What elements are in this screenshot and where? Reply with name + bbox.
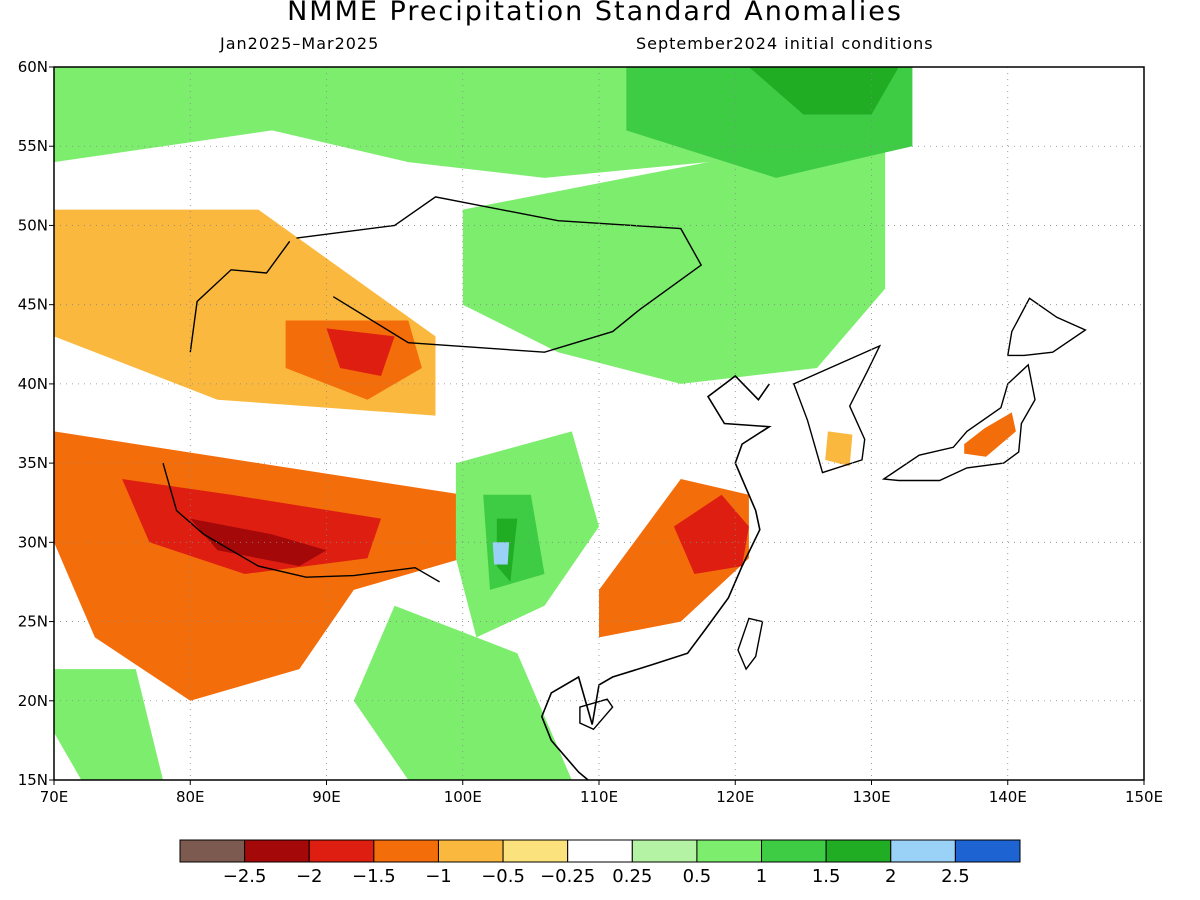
lat-tick-label: 20N <box>18 692 48 710</box>
japan-honshu <box>881 363 1036 482</box>
lon-tick-label: 130E <box>852 788 890 806</box>
lon-tick-label: 110E <box>580 788 618 806</box>
forecast-period: Jan2025–Mar2025 <box>220 34 380 53</box>
colorbar-swatch <box>308 839 375 863</box>
colorbar-label: −2 <box>296 866 323 887</box>
colorbar-label: 1.5 <box>812 866 841 887</box>
lat-tick-label: 40N <box>18 375 48 393</box>
map-title: NMME Precipitation Standard Anomalies <box>287 0 903 27</box>
colorbar-swatch <box>696 839 763 863</box>
colorbar-label: 2.5 <box>941 866 970 887</box>
region-indochina-wet <box>353 605 572 780</box>
lon-tick-label: 70E <box>40 788 69 806</box>
colorbar-swatch <box>825 839 892 863</box>
region-arctic-coast-very-wet <box>748 67 899 115</box>
colorbar-swatch <box>502 839 569 863</box>
region-tarim-core-dry <box>326 328 395 376</box>
lat-tick-label: 50N <box>18 216 48 234</box>
lon-tick-label: 90E <box>312 788 341 806</box>
colorbar-swatch <box>179 839 246 863</box>
colorbar: −2.5 −2 −1.5 −1 −0.5 −0.25 0.25 0.5 1 1.5 2 2.5 <box>179 839 1021 887</box>
lat-tick-label: 35N <box>18 454 48 472</box>
colorbar-swatch <box>567 839 633 863</box>
colorbar-label: 2 <box>885 866 896 887</box>
anomaly-fill-layer <box>54 67 1144 780</box>
lon-tick-label: 120E <box>716 788 754 806</box>
taiwan <box>737 617 764 671</box>
lat-tick-label: 25N <box>18 613 48 631</box>
korea-peninsula <box>792 344 882 474</box>
hainan <box>579 698 614 731</box>
colorbar-swatch <box>244 839 310 863</box>
colorbar-swatch <box>437 839 504 863</box>
lat-tick-label: 55N <box>18 137 48 155</box>
japan-hokkaido <box>1006 297 1087 357</box>
tibet-southern-border <box>162 462 440 583</box>
lat-tick-label: 60N <box>18 58 48 76</box>
colorbar-swatch <box>761 839 827 863</box>
colorbar-label: −0.5 <box>481 866 525 887</box>
region-japan-dry <box>964 412 1016 457</box>
mongolia-border <box>296 196 703 353</box>
grid-layer <box>54 67 1144 780</box>
colorbar-label: 0.5 <box>683 866 712 887</box>
region-india-wet <box>54 669 163 780</box>
colorbar-label: 0.25 <box>612 866 652 887</box>
colorbar-swatch <box>631 839 698 863</box>
colorbar-swatch <box>373 839 439 863</box>
initial-conditions: September2024 initial conditions <box>636 34 934 53</box>
region-korea-dry <box>825 431 853 467</box>
axis-ticks: 70E 80E 90E 100E 110E 120E 130E 140E 150E 15N 20N 2… <box>18 58 1163 806</box>
east-asia-coastline <box>540 374 772 781</box>
region-sichuan-extreme-wet <box>492 542 510 565</box>
colorbar-label: −1.5 <box>352 866 396 887</box>
region-mongolia-manchuria-wet <box>462 114 886 384</box>
lat-tick-label: 15N <box>18 771 48 789</box>
colorbar-label: −2.5 <box>223 866 267 887</box>
colorbar-swatch <box>890 839 956 863</box>
lon-tick-label: 150E <box>1125 788 1163 806</box>
colorbar-swatch <box>954 839 1021 863</box>
colorbar-label: −1 <box>425 866 452 887</box>
lon-tick-label: 80E <box>176 788 205 806</box>
lon-tick-label: 100E <box>444 788 482 806</box>
map-lines-layer <box>162 196 1087 781</box>
colorbar-label: −0.25 <box>540 866 595 887</box>
region-yangtze-core-dry <box>673 494 749 574</box>
kazakh-china-border <box>189 240 291 353</box>
lon-tick-label: 140E <box>989 788 1027 806</box>
lat-tick-label: 30N <box>18 533 48 551</box>
colorbar-label: 1 <box>756 866 767 887</box>
lat-tick-label: 45N <box>18 296 48 314</box>
